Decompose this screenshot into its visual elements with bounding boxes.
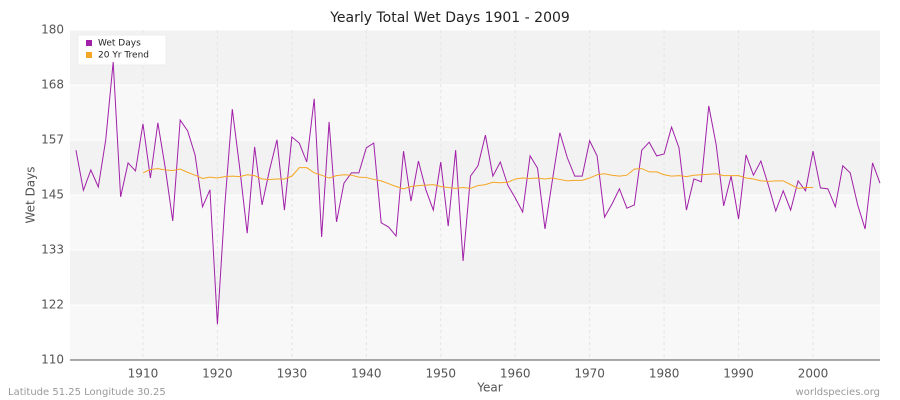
y-axis-label: Wet Days — [24, 166, 38, 223]
x-tick-label: 1920 — [202, 367, 233, 381]
series-line — [142, 167, 813, 190]
x-tick-label: 1960 — [500, 367, 531, 381]
x-tick-label: 1990 — [723, 367, 754, 381]
bands — [70, 30, 880, 360]
x-tick-label: 1980 — [649, 367, 680, 381]
y-tick-label: 168 — [41, 78, 64, 92]
y-tick-label: 145 — [41, 188, 64, 202]
legend-swatch — [86, 40, 92, 46]
x-axis-label: Year — [476, 381, 502, 395]
band — [70, 250, 880, 305]
band — [70, 195, 880, 251]
footer-right: worldspecies.org — [796, 387, 880, 398]
band — [70, 85, 880, 140]
legend-label: 20 Yr Trend — [98, 51, 149, 61]
series-line — [75, 62, 881, 325]
y-tick-label: 157 — [41, 132, 64, 146]
x-tick-label: 1970 — [574, 367, 605, 381]
legend-box — [77, 34, 167, 66]
y-tick-label: 122 — [41, 297, 64, 311]
x-tick-label: 1940 — [351, 367, 382, 381]
x-tick-label: 1910 — [128, 367, 159, 381]
chart-title: Yearly Total Wet Days 1901 - 2009 — [329, 10, 570, 26]
y-tick-label: 110 — [41, 353, 64, 367]
footer-left: Latitude 51.25 Longitude 30.25 — [8, 387, 166, 398]
x-tick-label: 1950 — [425, 367, 456, 381]
band — [70, 30, 880, 86]
legend-label: Wet Days — [98, 39, 141, 49]
legend-swatch — [86, 52, 92, 58]
x-tick-label: 1930 — [277, 367, 308, 381]
x-tick-label: 2000 — [798, 367, 829, 381]
y-tick-label: 180 — [41, 23, 64, 37]
band — [70, 304, 880, 360]
y-tick-label: 133 — [41, 243, 64, 257]
